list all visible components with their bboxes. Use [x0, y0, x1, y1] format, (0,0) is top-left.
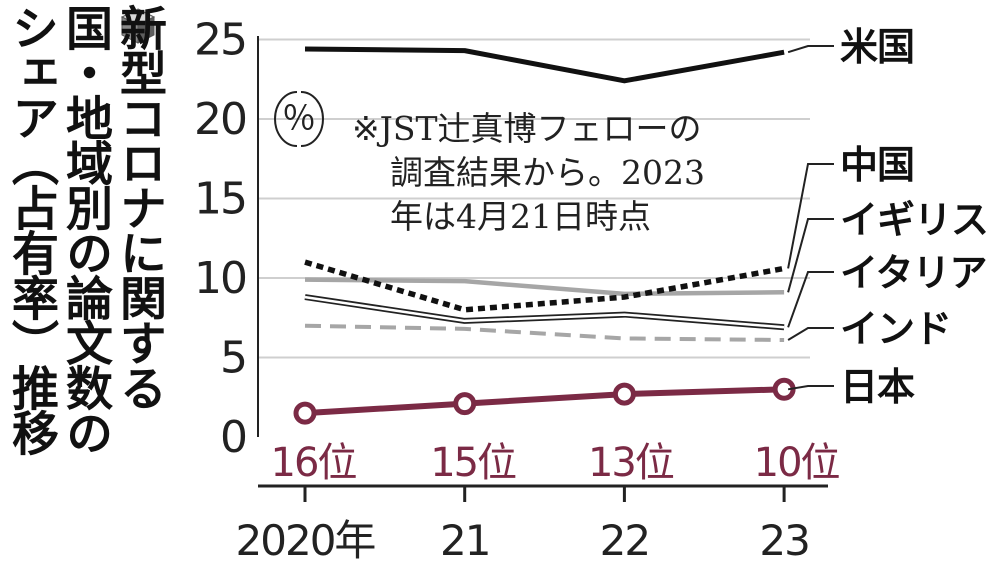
cube-icon: [120, 8, 156, 44]
series-line-usa: [304, 46, 785, 84]
japan-data-point: [612, 382, 636, 406]
legend-leader-line: [787, 271, 834, 328]
chart-title-line-2: 国・地域別の論文数の: [57, 4, 112, 454]
y-tick-label: 25: [194, 15, 246, 66]
y-unit-label: ％: [282, 99, 316, 139]
x-tick-label: 23: [759, 516, 808, 562]
series-line-india: [304, 323, 785, 343]
legend-leader-line: [787, 45, 834, 54]
japan-rank-label: 15位: [430, 440, 516, 486]
y-tick-label: 20: [194, 94, 246, 145]
japan-data-point: [453, 392, 477, 416]
legend-leader-line: [787, 385, 834, 391]
chart-note-line: 調査結果から。2023: [390, 153, 705, 192]
chart-note-line: 年は4月21日時点: [390, 197, 651, 236]
series-label: イギリス: [840, 198, 988, 242]
chart-title-line-1: 新型コロナに関する: [111, 4, 166, 409]
legend-leader-line: [787, 218, 834, 293]
series-line-china: [304, 259, 785, 313]
axes: 0 5 10 15 20 25 2020年 21 22 23: [194, 15, 828, 562]
series-line-uk: [304, 277, 785, 297]
legend-leader-line: [787, 163, 834, 269]
japan-rank-label: 10位: [754, 440, 840, 486]
unit-bracket-left: [274, 91, 298, 147]
series-line-italy-inner: [304, 295, 785, 329]
series-lines: [293, 46, 796, 425]
chart-title-line-3: シェア（占有率）推移: [3, 4, 58, 454]
x-tick-label: 21: [440, 516, 489, 562]
series-label: インド: [840, 307, 951, 351]
chart-note-line: ※JST辻真博フェローの: [352, 109, 702, 148]
series-label: イタリア: [840, 251, 986, 295]
y-tick-label: 15: [194, 174, 246, 225]
series-label: 中国: [840, 143, 914, 187]
unit-bracket-right: [300, 91, 324, 147]
y-tick-label: 5: [220, 333, 246, 384]
x-tick-label: 22: [600, 516, 649, 562]
japan-data-point: [293, 401, 317, 425]
series-label: 日本: [840, 365, 915, 409]
y-tick-label: 10: [194, 253, 246, 304]
y-tick-label: 0: [220, 412, 246, 463]
series-line-japan: [304, 386, 785, 417]
x-tick-label: 2020年: [236, 516, 376, 562]
japan-rank-label: 13位: [588, 440, 674, 486]
legend-leader-line: [787, 327, 834, 341]
japan-rank-label: 16位: [271, 440, 357, 486]
series-label: 米国: [840, 25, 914, 69]
